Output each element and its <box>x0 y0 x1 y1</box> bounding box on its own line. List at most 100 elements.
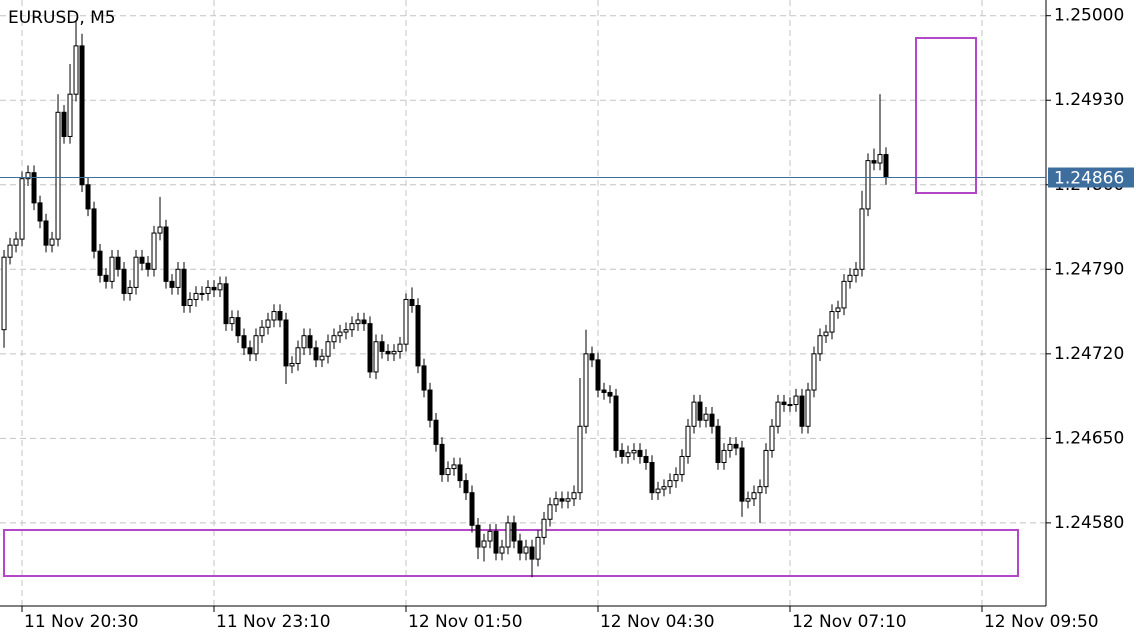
candle-body <box>739 447 745 502</box>
candle-body <box>799 395 805 427</box>
candle-body <box>805 389 811 427</box>
x-tick-label: 11 Nov 23:10 <box>216 612 331 632</box>
candle-body <box>307 335 313 349</box>
candle-body <box>289 362 295 367</box>
candle-body <box>169 280 175 288</box>
candle-body <box>853 268 859 276</box>
candle-body <box>7 244 13 258</box>
candle-body <box>199 292 205 295</box>
candle-body <box>529 546 535 560</box>
candle-body <box>541 518 547 538</box>
candle-body <box>295 347 301 364</box>
candle-body <box>91 208 97 252</box>
candle-body <box>571 492 577 500</box>
x-tick-label: 12 Nov 09:50 <box>984 612 1099 632</box>
candle-body <box>451 464 457 470</box>
candle-body <box>469 492 475 526</box>
candle-body <box>715 425 721 464</box>
candle-body <box>427 389 433 421</box>
candle-body <box>265 319 271 328</box>
candle-body <box>763 449 769 488</box>
candle-body <box>433 419 439 445</box>
candle-body <box>631 449 637 454</box>
candle-body <box>37 202 43 222</box>
drawn-rectangle <box>915 37 977 194</box>
candle-body <box>235 317 241 337</box>
candle-body <box>595 359 601 391</box>
candle-body <box>829 311 835 333</box>
candle-body <box>73 45 79 95</box>
candle-body <box>55 111 61 240</box>
candle-body <box>49 238 55 246</box>
candle-body <box>655 488 661 494</box>
chart-title: EURUSD, M5 <box>8 8 116 28</box>
candle-body <box>745 498 751 502</box>
candle-body <box>19 178 25 240</box>
candle-body <box>163 226 169 282</box>
x-tick-label: 12 Nov 07:10 <box>792 612 907 632</box>
candle-body <box>637 449 643 457</box>
candle-body <box>475 524 481 548</box>
candle-body <box>703 413 709 421</box>
candle-body <box>553 498 559 506</box>
candle-body <box>697 401 703 421</box>
candle-body <box>445 468 451 476</box>
candle-body <box>523 546 529 554</box>
candle-body <box>493 530 499 554</box>
candle-body <box>367 323 373 373</box>
candle-body <box>487 530 493 542</box>
candle-body <box>793 395 799 406</box>
candle-body <box>175 268 181 288</box>
candle-body <box>43 220 49 246</box>
candle-body <box>145 262 151 270</box>
candle-body <box>685 425 691 457</box>
candle-body <box>1 256 7 331</box>
candle-body <box>283 319 289 367</box>
candle-body <box>247 347 253 355</box>
x-tick-label: 12 Nov 04:30 <box>600 612 715 632</box>
y-tick-label: 1.24930 <box>1054 90 1124 110</box>
candle-body <box>115 256 121 270</box>
candle-body <box>133 256 139 288</box>
candle-body <box>859 208 865 270</box>
candle-body <box>301 335 307 349</box>
y-tick-label: 1.24580 <box>1054 513 1124 533</box>
candle-body <box>547 504 553 520</box>
candle-body <box>823 331 829 337</box>
candle-body <box>577 425 583 494</box>
candle-body <box>229 317 235 325</box>
candle-body <box>727 443 733 451</box>
candle-body <box>13 238 19 246</box>
candle-body <box>883 154 889 179</box>
candle-body <box>103 274 109 282</box>
candle-body <box>733 443 739 449</box>
candle-body <box>187 298 193 307</box>
candle-body <box>589 353 595 361</box>
candle-body <box>847 274 853 282</box>
candle-body <box>319 355 325 361</box>
candle-body <box>877 154 883 164</box>
candle-body <box>613 395 619 451</box>
current-price-box <box>1048 167 1134 188</box>
candle-body <box>409 298 415 307</box>
candle-body <box>241 335 247 349</box>
y-tick-label: 1.24650 <box>1054 428 1124 448</box>
candle-body <box>673 474 679 482</box>
candle-body <box>775 401 781 427</box>
candle-body <box>871 160 877 164</box>
x-tick-label: 12 Nov 01:50 <box>408 612 523 632</box>
candle-body <box>835 307 841 313</box>
candle-body <box>331 335 337 343</box>
candle-body <box>781 401 787 406</box>
y-tick-label: 1.24790 <box>1054 259 1124 279</box>
candle-body <box>439 443 445 476</box>
candle-body <box>277 311 283 321</box>
candle-body <box>601 389 607 393</box>
candle-body <box>193 292 199 300</box>
candle-body <box>463 480 469 494</box>
candle-body <box>565 498 571 502</box>
candle-body <box>667 480 673 488</box>
candle-body <box>157 226 163 234</box>
candle-body <box>559 498 565 502</box>
